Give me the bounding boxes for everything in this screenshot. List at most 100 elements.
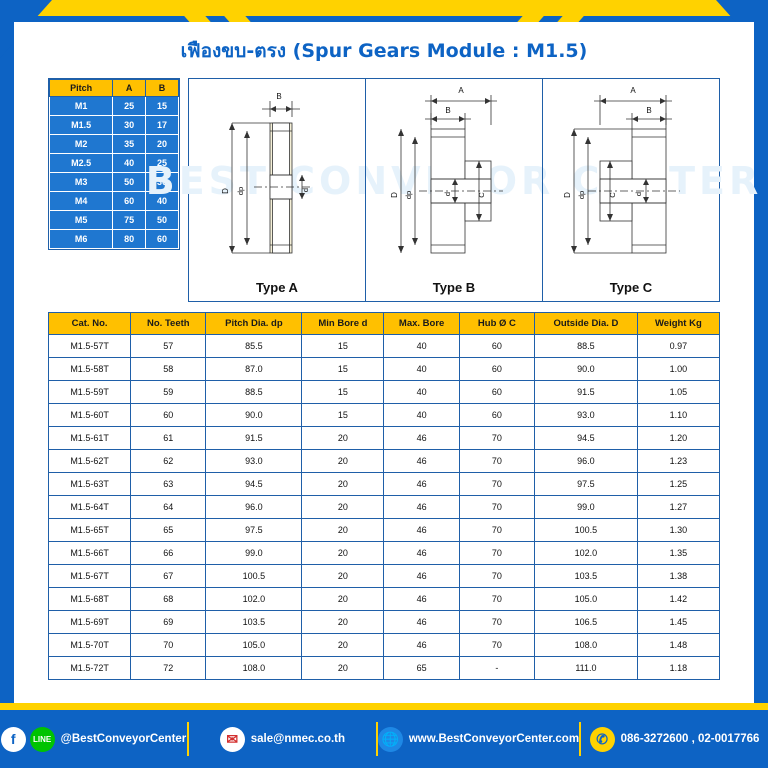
col-hub-c: Hub Ø C xyxy=(458,312,536,335)
svg-text:C: C xyxy=(608,192,617,198)
footer-bar: f LINE @BestConveyorCenter ✉ sale@nmec.c… xyxy=(0,710,768,768)
col-outside-dia: Outside Dia. D xyxy=(534,312,638,335)
email-icon[interactable]: ✉ xyxy=(219,726,245,752)
cell: 88.5 xyxy=(205,380,303,404)
cell: 1.45 xyxy=(636,610,721,634)
cell: 50 xyxy=(145,210,179,230)
cell: 40 xyxy=(383,403,460,427)
footer-email[interactable]: ✉ sale@nmec.co.th xyxy=(189,726,376,752)
footer-email-text: sale@nmec.co.th xyxy=(250,733,346,745)
cell: 105.0 xyxy=(534,587,638,611)
phone-icon[interactable]: ✆ xyxy=(589,726,615,752)
table-row: M1.5-68T 68 102.0 20 46 70 105.0 1.42 xyxy=(47,587,721,611)
cell: 46 xyxy=(383,541,460,565)
cell: 93.0 xyxy=(205,449,303,473)
cell: 15 xyxy=(301,334,385,358)
cell: 85.5 xyxy=(205,334,303,358)
cell: 46 xyxy=(383,449,460,473)
footer-website[interactable]: 🌐 www.BestConveyorCenter.com xyxy=(377,726,580,752)
cell: 70 xyxy=(458,495,536,519)
type-c-drawing: A B xyxy=(563,86,680,254)
svg-text:d: d xyxy=(443,192,452,196)
cell: 70 xyxy=(458,564,536,588)
page-title: เฟืองขบ-ตรง (Spur Gears Module : M1.5) xyxy=(180,40,588,62)
cell: 60 xyxy=(145,229,179,249)
footer-website-text: www.BestConveyorCenter.com xyxy=(408,733,580,745)
diagram-label-c: Type C xyxy=(609,280,653,295)
cell: 67 xyxy=(130,564,207,588)
cell: 106.5 xyxy=(534,610,638,634)
cell: 15 xyxy=(301,357,385,381)
cell: 62 xyxy=(130,449,207,473)
cell: 57 xyxy=(130,334,207,358)
cell: 1.38 xyxy=(636,564,721,588)
table-row: M1 25 15 xyxy=(48,96,179,116)
cell: 60 xyxy=(130,403,207,427)
cell: 100.5 xyxy=(534,518,638,542)
cell: M1.5-59T xyxy=(47,380,132,404)
cell: 64 xyxy=(130,495,207,519)
table-row: M1.5-66T 66 99.0 20 46 70 102.0 1.35 xyxy=(47,541,721,565)
cell: 88.5 xyxy=(534,334,638,358)
cell: 20 xyxy=(301,426,385,450)
cell: M1.5-62T xyxy=(47,449,132,473)
main-table-container: Cat. No. No. Teeth Pitch Dia. dp Min Bor… xyxy=(47,312,721,680)
cell: 15 xyxy=(301,380,385,404)
cell: 25 xyxy=(112,96,147,116)
cell: M1.5-66T xyxy=(47,541,132,565)
cell: 46 xyxy=(383,472,460,496)
cell: 70 xyxy=(130,633,207,657)
cell: 20 xyxy=(301,518,385,542)
cell: 40 xyxy=(145,191,179,211)
svg-text:D: D xyxy=(221,188,230,194)
svg-text:B: B xyxy=(276,92,281,101)
cell: 70 xyxy=(458,426,536,450)
cell: 90.0 xyxy=(205,403,303,427)
svg-text:dp: dp xyxy=(236,187,245,195)
footer-facebook-text: @BestConveyorCenter xyxy=(60,733,187,745)
cell: 1.42 xyxy=(636,587,721,611)
col-no-teeth: No. Teeth xyxy=(130,312,207,335)
table-row: M1.5-62T 62 93.0 20 46 70 96.0 1.23 xyxy=(47,449,721,473)
cell: 87.0 xyxy=(205,357,303,381)
cell: 46 xyxy=(383,610,460,634)
cell: 70 xyxy=(458,518,536,542)
cell: 40 xyxy=(112,153,147,173)
cell: 60 xyxy=(458,334,536,358)
col-min-bore: Min Bore d xyxy=(301,312,385,335)
cell: 99.0 xyxy=(205,541,303,565)
cell: 100.5 xyxy=(205,564,303,588)
cell: M2 xyxy=(48,134,114,154)
cell: 97.5 xyxy=(534,472,638,496)
cell: 25 xyxy=(145,153,179,173)
cell: 96.0 xyxy=(534,449,638,473)
col-weight: Weight Kg xyxy=(636,312,721,335)
svg-text:B: B xyxy=(445,106,450,115)
gear-diagram-panel: BEST CONVEYOR CENTER B xyxy=(146,78,758,302)
cell: M3 xyxy=(48,172,114,192)
cell: M1.5-67T xyxy=(47,564,132,588)
footer-phone-text: 086-3272600 , 02-0017766 xyxy=(620,733,760,745)
cell: 40 xyxy=(383,357,460,381)
table-row: M1.5-59T 59 88.5 15 40 60 91.5 1.05 xyxy=(47,380,721,404)
cell: 102.0 xyxy=(534,541,638,565)
footer-phone[interactable]: ✆ 086-3272600 , 02-0017766 xyxy=(581,726,768,752)
cell: 46 xyxy=(383,633,460,657)
cell: 60 xyxy=(458,403,536,427)
cell: M1.5-61T xyxy=(47,426,132,450)
facebook-icon[interactable]: f xyxy=(0,726,26,752)
cell: 20 xyxy=(301,564,385,588)
cell: 35 xyxy=(112,134,147,154)
pitch-table: Pitch A B M1 25 15 M1.5 30 17 M2 35 20 M2.5 40 2… xyxy=(48,79,179,249)
line-icon[interactable]: LINE xyxy=(29,726,55,752)
cell: 30 xyxy=(145,172,179,192)
table-row: M4 60 40 xyxy=(48,191,179,211)
footer-facebook[interactable]: f LINE @BestConveyorCenter xyxy=(0,726,187,752)
spur-gear-spec-table: Cat. No. No. Teeth Pitch Dia. dp Min Bor… xyxy=(47,312,721,680)
globe-icon[interactable]: 🌐 xyxy=(377,726,403,752)
cell: 70 xyxy=(458,541,536,565)
pitch-header-pitch: Pitch xyxy=(48,79,114,97)
diagram-type-b: A B xyxy=(366,79,543,301)
cell: 46 xyxy=(383,587,460,611)
cell: 102.0 xyxy=(205,587,303,611)
